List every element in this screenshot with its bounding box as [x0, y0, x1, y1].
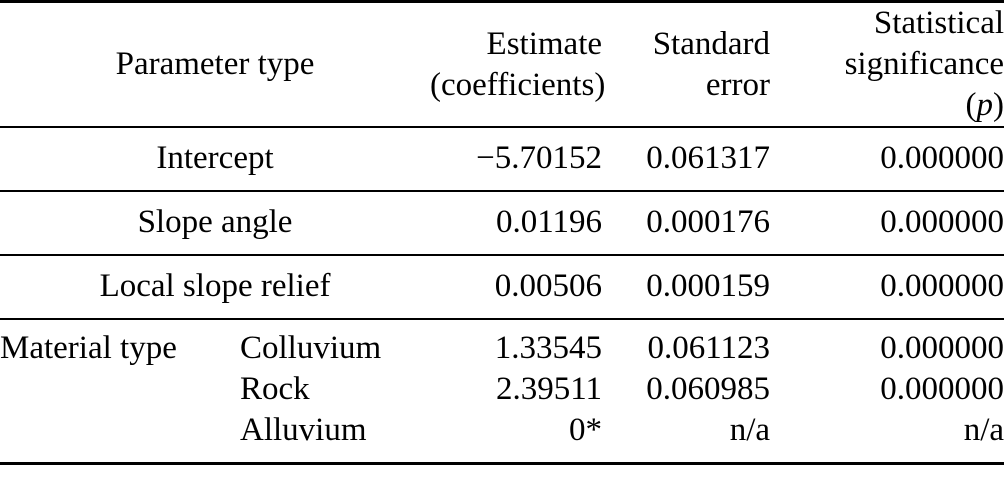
header-line: significance — [844, 46, 1004, 82]
material-name: Alluvium — [240, 412, 367, 448]
table-row-intercept: Intercept −5.70152 0.061317 0.000000 — [0, 127, 1004, 191]
row-label: Slope angle — [137, 204, 293, 240]
cell-significance: 0.000000 — [880, 371, 1004, 407]
cell-estimate: 0.00506 — [494, 268, 603, 304]
cell-estimate: 0* — [569, 412, 603, 448]
col-header-standard-error: Standard error — [602, 2, 770, 128]
table-row-slope-angle: Slope angle 0.01196 0.000176 0.000000 — [0, 191, 1004, 255]
paren-open: ( — [965, 87, 977, 123]
regression-coefficients-table: Parameter type Estimate (coefficients) S… — [0, 0, 1004, 465]
col-header-statistical-significance: Statistical significance (p) — [770, 2, 1004, 128]
cell-significance: 0.000000 — [880, 268, 1004, 304]
group-estimates: 1.33545 2.39511 0* — [430, 319, 602, 464]
col-header-estimate: Estimate (coefficients) — [430, 2, 606, 128]
cell-significance: 0.000000 — [880, 204, 1004, 240]
header-line: Statistical — [873, 5, 1004, 41]
cell-significance: 0.000000 — [880, 330, 1004, 366]
cell-significance: 0.000000 — [880, 140, 1004, 176]
group-significances: 0.000000 0.000000 n/a — [770, 319, 1004, 464]
cell-estimate: −5.70152 — [476, 140, 603, 176]
header-line: Estimate — [486, 25, 603, 62]
cell-estimate: 0.01196 — [495, 204, 603, 240]
col-header-parameter-type: Parameter type — [0, 2, 430, 128]
cell-std-error: 0.060985 — [646, 371, 771, 407]
header-line-p: (p) — [770, 85, 1004, 126]
table-row-local-slope-relief: Local slope relief 0.00506 0.000159 0.00… — [0, 255, 1004, 319]
cell-estimate: 2.39511 — [495, 371, 603, 407]
cell-estimate: 1.33545 — [494, 330, 603, 366]
cell-std-error: 0.061317 — [646, 140, 771, 176]
row-label: Local slope relief — [99, 268, 331, 304]
group-label: Material type — [0, 330, 177, 366]
group-item-names: Colluvium Rock Alluvium — [240, 319, 430, 464]
table-header-row: Parameter type Estimate (coefficients) S… — [0, 2, 1004, 128]
p-symbol: p — [976, 87, 994, 123]
header-line: Standard — [652, 25, 771, 62]
cell-significance: n/a — [963, 412, 1004, 448]
paren-close: ) — [993, 87, 1004, 123]
table-row-material-type: Material type Colluvium Rock Alluvium 1.… — [0, 319, 1004, 464]
cell-std-error: 0.000176 — [646, 204, 771, 240]
cell-std-error: n/a — [729, 412, 771, 448]
header-line: (coefficients) — [430, 66, 606, 103]
cell-std-error: 0.000159 — [646, 268, 771, 304]
header-line: error — [705, 66, 771, 103]
header-line: Parameter type — [115, 46, 315, 82]
group-std-errors: 0.061123 0.060985 n/a — [602, 319, 770, 464]
material-name: Colluvium — [240, 330, 382, 366]
material-name: Rock — [240, 371, 310, 407]
cell-std-error: 0.061123 — [647, 330, 771, 366]
row-label: Intercept — [156, 140, 274, 176]
